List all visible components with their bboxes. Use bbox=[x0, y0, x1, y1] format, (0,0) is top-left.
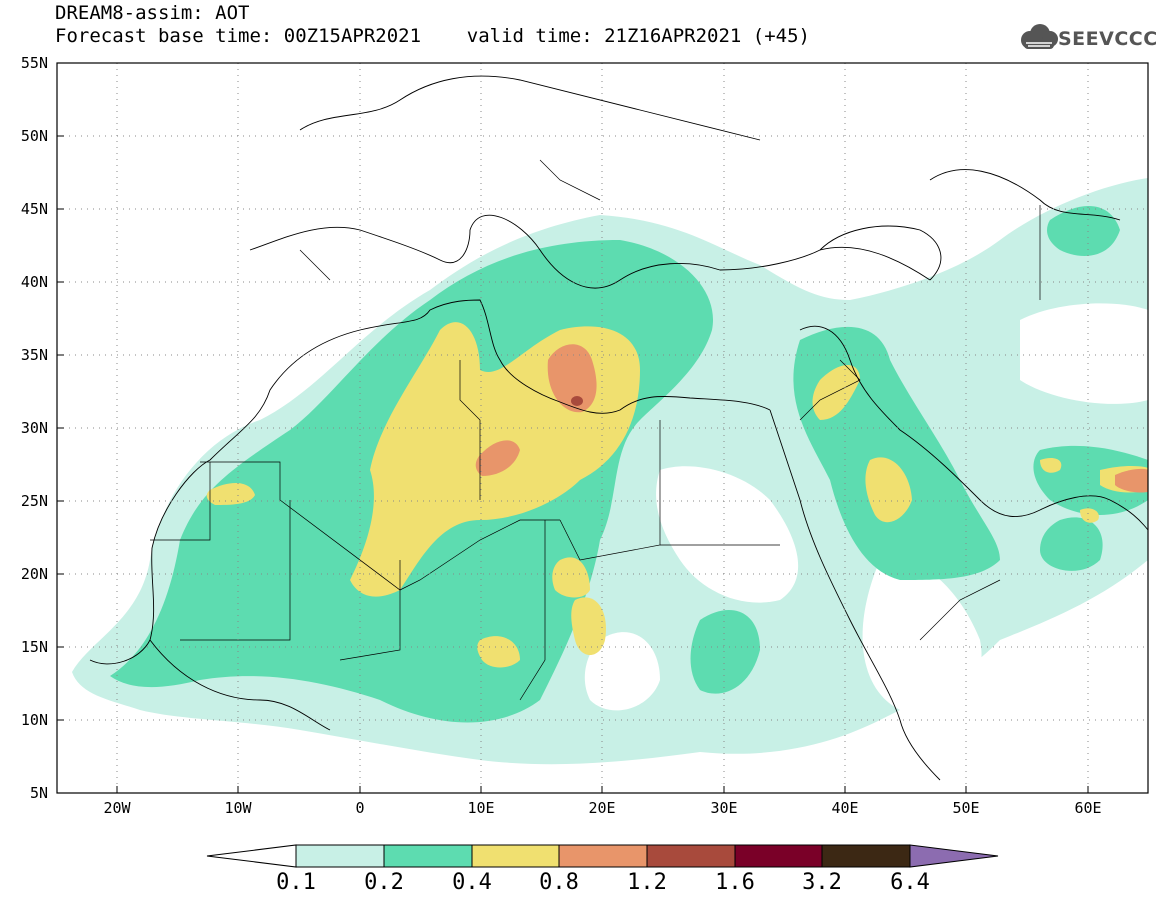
colorbar-label: 0.1 bbox=[276, 870, 316, 895]
lat-label: 50N bbox=[20, 127, 48, 145]
lat-label: 30N bbox=[20, 419, 48, 437]
lon-label: 30E bbox=[710, 799, 738, 817]
colorbar bbox=[206, 844, 999, 868]
colorbar-label: 0.8 bbox=[539, 870, 579, 895]
lon-label: 20E bbox=[588, 799, 616, 817]
lat-label: 15N bbox=[20, 638, 48, 656]
lon-label: 10W bbox=[224, 799, 252, 817]
lat-label: 10N bbox=[20, 711, 48, 729]
colorbar-segment-2 bbox=[383, 844, 473, 868]
lat-label: 20N bbox=[20, 565, 48, 583]
colorbar-label: 0.4 bbox=[452, 870, 492, 895]
colorbar-label: 1.2 bbox=[627, 870, 667, 895]
colorbar-segment-4 bbox=[558, 844, 648, 868]
country-borders bbox=[150, 159, 1041, 701]
lon-label: 0 bbox=[355, 799, 365, 817]
axis-ticks bbox=[57, 135, 1089, 793]
colorbar-over-arrow bbox=[909, 844, 999, 868]
colorbar-label: 0.2 bbox=[364, 870, 404, 895]
colorbar-segment-3 bbox=[471, 844, 560, 868]
aot-field bbox=[72, 178, 1148, 765]
colorbar-segment-7 bbox=[821, 844, 911, 868]
colorbar-label: 6.4 bbox=[890, 870, 930, 895]
lat-label: 35N bbox=[20, 346, 48, 364]
colorbar-under-arrow bbox=[206, 844, 297, 868]
lon-label: 10E bbox=[467, 799, 495, 817]
lon-label: 50E bbox=[952, 799, 980, 817]
chart-title: DREAM8-assim: AOT bbox=[55, 2, 250, 24]
colorbar-segment-5 bbox=[646, 844, 736, 868]
lon-label: 60E bbox=[1074, 799, 1102, 817]
colorbar-segment-1 bbox=[295, 844, 385, 868]
aot-level-1-2 bbox=[571, 396, 583, 406]
seevccc-logo bbox=[1021, 24, 1058, 49]
lat-label: 55N bbox=[20, 54, 48, 72]
lat-label: 25N bbox=[20, 492, 48, 510]
lon-label: 40E bbox=[831, 799, 859, 817]
aot-clear-gaps bbox=[584, 303, 1148, 712]
colorbar-label: 3.2 bbox=[802, 870, 842, 895]
lon-label: 20W bbox=[103, 799, 131, 817]
lat-label: 45N bbox=[20, 200, 48, 218]
logo-text: SEEVCCC bbox=[1058, 28, 1158, 50]
forecast-time-line: Forecast base time: 00Z15APR2021 valid t… bbox=[55, 25, 810, 47]
colorbar-label: 1.6 bbox=[715, 870, 755, 895]
aot-level-0-8 bbox=[475, 344, 1148, 493]
coastlines bbox=[89, 75, 1148, 781]
lat-label: 5N bbox=[29, 784, 48, 802]
colorbar-segment-6 bbox=[734, 844, 823, 868]
lat-label: 40N bbox=[20, 273, 48, 291]
